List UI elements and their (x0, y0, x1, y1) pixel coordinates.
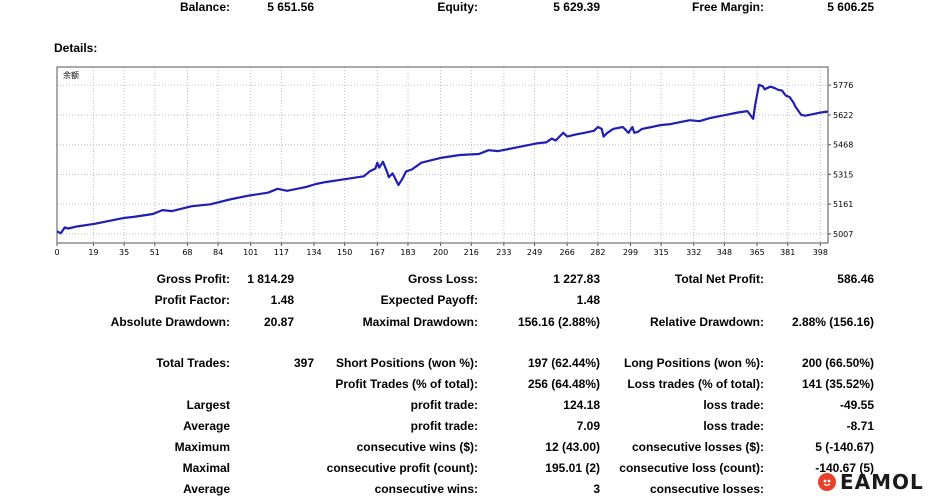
maximal-drawdown-label: Maximal Drawdown: (362, 315, 478, 329)
largest-profit-label: profit trade: (410, 398, 478, 412)
gross-profit-label: Gross Profit: (156, 272, 230, 286)
x-tick-label: 315 (654, 248, 669, 257)
average-profit-label: profit trade: (410, 419, 478, 433)
max-consec-wins-label: consecutive wins ($): (356, 440, 478, 454)
profit-trades-value: 256 (64.48%) (527, 377, 600, 391)
x-tick-label: 233 (496, 248, 511, 257)
x-tick-label: 68 (182, 248, 192, 257)
x-tick-label: 117 (274, 248, 289, 257)
x-tick-label: 216 (464, 248, 479, 257)
long-positions-value: 200 (66.50%) (801, 356, 874, 370)
average-profit-value: 7.09 (576, 419, 600, 433)
gross-loss-value: 1 227.83 (553, 272, 600, 286)
equity-value: 5 629.39 (553, 0, 600, 14)
logo-badge-icon (818, 473, 836, 491)
gross-loss-label: Gross Loss: (407, 272, 478, 286)
x-tick-label: 35 (119, 248, 129, 257)
profit-factor-value: 1.48 (270, 293, 294, 307)
x-tick-label: 299 (623, 248, 638, 257)
relative-drawdown-value: 2.88% (156.16) (791, 315, 874, 329)
details-label: Details: (54, 41, 98, 55)
maximal-consec-profit-value: 195.01 (2) (545, 461, 600, 475)
long-positions-label: Long Positions (won %): (624, 356, 764, 370)
largest-loss-value: -49.55 (839, 398, 874, 412)
total-net-profit-value: 586.46 (837, 272, 874, 286)
balance-label: Balance: (179, 0, 230, 14)
maximal-drawdown-value: 156.16 (2.88%) (517, 315, 600, 329)
largest-loss-label: loss trade: (703, 398, 764, 412)
total-net-profit-label: Total Net Profit: (674, 272, 764, 286)
short-positions-label: Short Positions (won %): (336, 356, 478, 370)
y-tick-label: 5315 (833, 170, 853, 179)
x-tick-label: 134 (306, 248, 321, 257)
profit-factor-label: Profit Factor: (154, 293, 230, 307)
total-trades-label: Total Trades: (156, 356, 230, 370)
average-loss-value: -8.71 (846, 419, 874, 433)
balance-value: 5 651.56 (267, 0, 314, 14)
x-tick-label: 348 (717, 248, 732, 257)
free-margin-value: 5 606.25 (827, 0, 874, 14)
profit-trades-label: Profit Trades (% of total): (335, 377, 478, 391)
average-loss-label: loss trade: (703, 419, 764, 433)
maximal-consec-loss-value: -140.67 (5) (815, 461, 874, 475)
free-margin-label: Free Margin: (691, 0, 764, 14)
y-tick-label: 5622 (833, 111, 853, 120)
balance-chart: 余额 5776 5622 5468 5315 5161 5007 0 19 35 51 68 84 1… (54, 66, 853, 257)
y-tick-label: 5007 (833, 230, 853, 239)
max-consec-wins-value: 12 (43.00) (545, 440, 600, 454)
average2-label: Average (183, 482, 230, 496)
x-tick-label: 101 (243, 248, 258, 257)
x-tick-label: 19 (88, 248, 98, 257)
x-tick-label: 167 (370, 248, 385, 257)
x-tick-label: 398 (813, 248, 828, 257)
x-tick-label: 282 (590, 248, 605, 257)
equity-label: Equity: (437, 0, 478, 14)
average-label: Average (183, 419, 230, 433)
absolute-drawdown-value: 20.87 (263, 315, 294, 329)
plot-frame (56, 66, 829, 244)
x-tick-label: 266 (560, 248, 575, 257)
max-consec-losses-label: consecutive losses ($): (631, 440, 764, 454)
largest-profit-value: 124.18 (563, 398, 600, 412)
total-trades-value: 397 (293, 356, 314, 370)
eamol-logo: EAMOL (818, 470, 924, 494)
avg-consec-losses-label: consecutive losses: (649, 482, 764, 496)
x-tick-label: 0 (54, 248, 59, 257)
loss-trades-label: Loss trades (% of total): (627, 377, 764, 391)
expected-payoff-label: Expected Payoff: (380, 293, 478, 307)
x-tick-label: 183 (400, 248, 415, 257)
avg-consec-wins-label: consecutive wins: (374, 482, 478, 496)
gross-profit-value: 1 814.29 (247, 272, 294, 286)
x-tick-label: 365 (749, 248, 764, 257)
x-tick-label: 84 (213, 248, 223, 257)
balance-series-line (56, 83, 829, 235)
x-tick-label: 249 (527, 248, 542, 257)
x-tick-label: 200 (433, 248, 448, 257)
logo-text: EAMOL (840, 470, 924, 494)
y-tick-label: 5776 (833, 81, 853, 90)
maximal-label: Maximal (182, 461, 230, 475)
x-tick-label: 381 (780, 248, 795, 257)
relative-drawdown-label: Relative Drawdown: (649, 315, 764, 329)
short-positions-value: 197 (62.44%) (527, 356, 600, 370)
largest-label: Largest (186, 398, 230, 412)
x-tick-label: 51 (150, 248, 160, 257)
absolute-drawdown-label: Absolute Drawdown: (110, 315, 230, 329)
y-tick-label: 5468 (833, 141, 853, 150)
y-axis-ticks: 5776 5622 5468 5315 5161 5007 (828, 81, 853, 239)
avg-consec-wins-value: 3 (593, 482, 600, 496)
chart-grid (56, 67, 828, 243)
maximum-label: Maximum (174, 440, 230, 454)
loss-trades-value: 141 (35.52%) (801, 377, 874, 391)
expected-payoff-value: 1.48 (576, 293, 600, 307)
maximal-consec-profit-label: consecutive profit (count): (326, 461, 478, 475)
chart-legend: 余额 (63, 70, 79, 80)
x-axis-ticks: 0 19 35 51 68 84 101 117 134 150 167 183 200 216 233 24… (54, 243, 828, 257)
x-tick-label: 150 (337, 248, 352, 257)
x-tick-label: 332 (686, 248, 701, 257)
max-consec-losses-value: 5 (-140.67) (815, 440, 874, 454)
y-tick-label: 5161 (833, 200, 853, 209)
maximal-consec-loss-label: consecutive loss (count): (619, 461, 764, 475)
